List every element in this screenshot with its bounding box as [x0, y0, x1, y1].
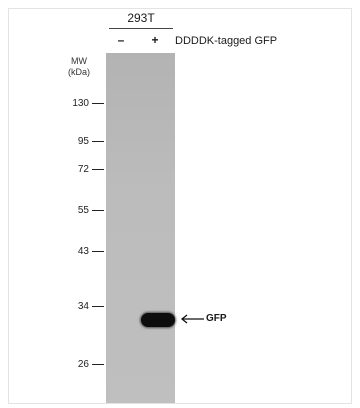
- mw-title-line1: MW: [71, 56, 87, 66]
- marker-130: 130: [40, 97, 104, 109]
- lane-2-sign: +: [151, 33, 159, 47]
- marker-72: 72: [40, 163, 104, 175]
- marker-label: 72: [77, 163, 89, 175]
- arrow-left-icon: [180, 314, 204, 324]
- lane-1-sign: –: [117, 33, 125, 47]
- marker-34: 34: [40, 300, 104, 312]
- marker-tick: [92, 250, 104, 252]
- blot-frame: [8, 8, 352, 404]
- mw-title-line2: (kDa): [68, 67, 90, 77]
- marker-label: 43: [77, 245, 89, 257]
- mw-axis-title: MW (kDa): [59, 56, 99, 78]
- marker-95: 95: [40, 135, 104, 147]
- marker-label: 130: [72, 97, 89, 109]
- marker-tick: [92, 209, 104, 211]
- marker-tick: [92, 168, 104, 170]
- marker-tick: [92, 140, 104, 142]
- band-label: GFP: [206, 313, 227, 324]
- marker-label: 95: [77, 135, 89, 147]
- marker-tick: [92, 363, 104, 365]
- marker-tick: [92, 305, 104, 307]
- marker-label: 55: [77, 204, 89, 216]
- marker-tick: [92, 102, 104, 104]
- marker-label: 34: [77, 300, 89, 312]
- marker-55: 55: [40, 204, 104, 216]
- marker-26: 26: [40, 358, 104, 370]
- gfp-band: [141, 313, 175, 327]
- cell-line-underline: [109, 28, 173, 29]
- marker-43: 43: [40, 245, 104, 257]
- membrane-strip: [106, 53, 175, 403]
- marker-label: 26: [77, 358, 89, 370]
- cell-line-label: 293T: [127, 11, 155, 25]
- construct-label: DDDDK-tagged GFP: [175, 35, 278, 47]
